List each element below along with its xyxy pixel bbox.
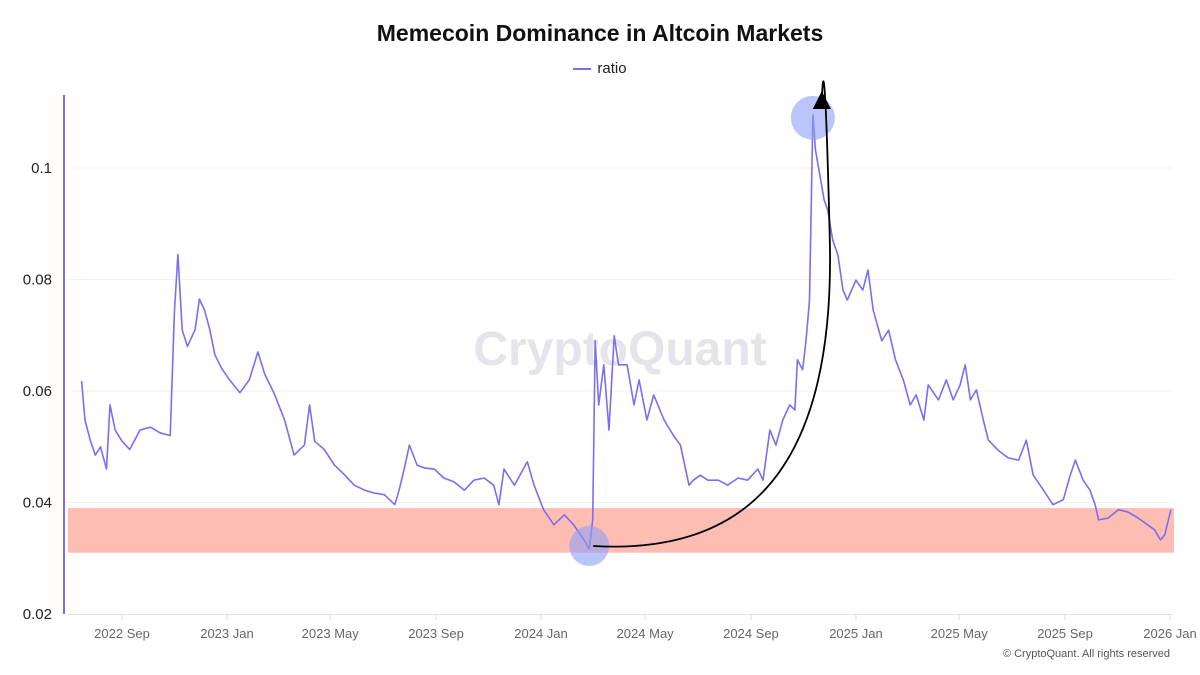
y-tick-label: 0.1 bbox=[31, 160, 52, 177]
support-band bbox=[68, 508, 1174, 553]
x-tick-label: 2023 Sep bbox=[408, 626, 464, 641]
bottom-highlight-circle bbox=[569, 525, 610, 566]
legend-label: ratio bbox=[597, 60, 627, 77]
annotation-arrow bbox=[593, 80, 831, 548]
series-line-ratio bbox=[80, 114, 1172, 550]
x-tick-label: 2025 May bbox=[931, 626, 989, 641]
x-tick-label: 2024 Sep bbox=[723, 626, 779, 641]
x-tick-label: 2025 Jan bbox=[829, 626, 883, 641]
x-tick-label: 2024 May bbox=[617, 626, 675, 641]
y-tick-label: 0.04 bbox=[23, 495, 52, 512]
legend: ratio bbox=[0, 60, 1200, 77]
watermark: CryptoQuant bbox=[473, 323, 767, 376]
peak-highlight-circle bbox=[790, 95, 835, 140]
y-tick-label: 0.02 bbox=[23, 606, 52, 623]
x-tick-label: 2024 Jan bbox=[514, 626, 568, 641]
x-tick-label: 2025 Sep bbox=[1037, 626, 1093, 641]
chart-title: Memecoin Dominance in Altcoin Markets bbox=[376, 20, 824, 46]
y-tick-label: 0.06 bbox=[23, 383, 52, 400]
y-tick-label: 0.08 bbox=[23, 272, 52, 289]
x-tick-label: 2023 Jan bbox=[200, 626, 254, 641]
legend-swatch bbox=[573, 67, 592, 70]
x-tick-label: 2026 Jan bbox=[1143, 626, 1197, 641]
x-tick-label: 2023 May bbox=[302, 626, 360, 641]
copyright: © CryptoQuant. All rights reserved bbox=[1002, 648, 1170, 660]
x-tick-label: 2022 Sep bbox=[94, 626, 150, 641]
